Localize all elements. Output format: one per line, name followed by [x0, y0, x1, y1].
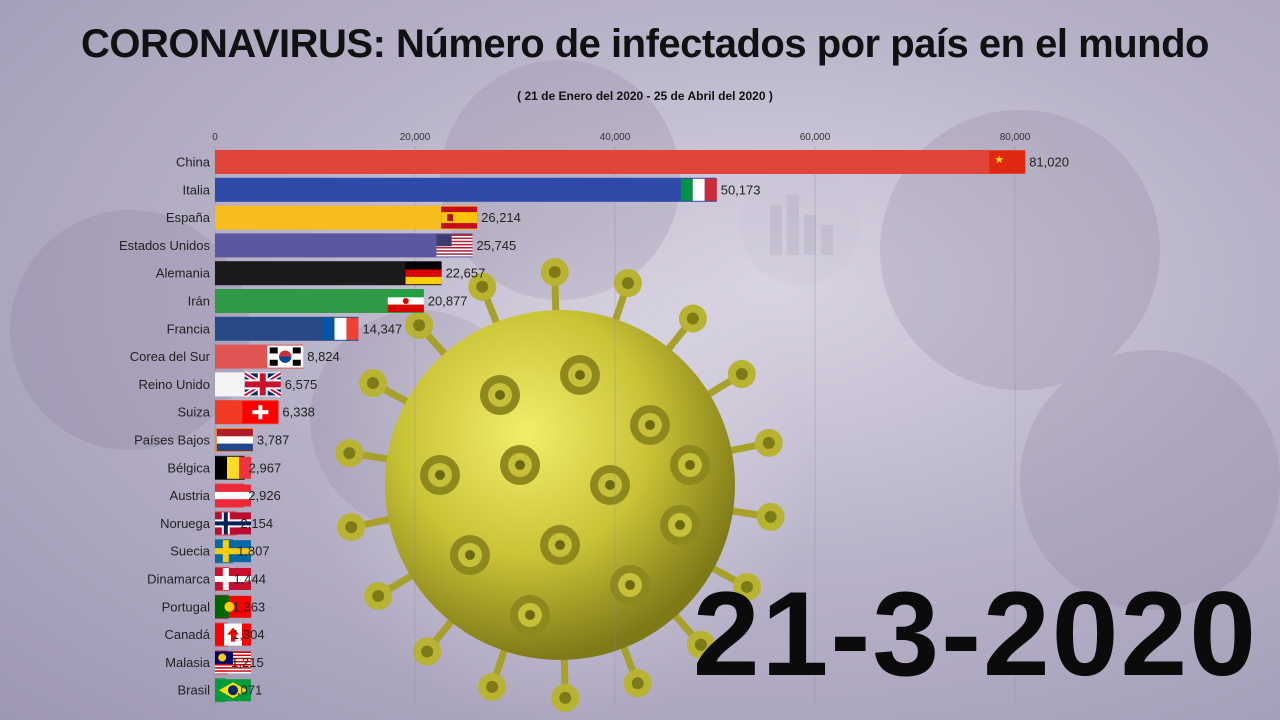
- flag-icon-austria: [215, 484, 251, 507]
- category-label: Suecia: [170, 544, 211, 559]
- value-label: 25,745: [476, 238, 516, 253]
- category-label: Suiza: [177, 405, 210, 420]
- chart-subtitle: ( 21 de Enero del 2020 - 25 de Abril del…: [517, 89, 773, 103]
- category-label: Irán: [188, 294, 210, 309]
- category-label: Malasia: [165, 655, 211, 670]
- category-label: Canadá: [164, 627, 210, 642]
- value-label: 6,338: [282, 405, 315, 420]
- value-label: 14,347: [362, 321, 402, 336]
- date-label: 21-3-2020: [692, 567, 1258, 701]
- value-label: 22,657: [446, 266, 486, 281]
- bar-row: Canadá 1,304: [164, 622, 265, 647]
- value-label: 2,926: [248, 488, 281, 503]
- category-label: Reino Unido: [138, 377, 210, 392]
- value-label: 1,363: [233, 599, 266, 614]
- virus-illustration: [335, 258, 785, 712]
- flag-icon-germany: [405, 262, 442, 285]
- category-label: Portugal: [162, 599, 211, 614]
- category-label: Países Bajos: [134, 433, 210, 448]
- bar-row: Irán 20,877: [188, 289, 468, 313]
- category-label: Corea del Sur: [130, 349, 211, 364]
- bar-row: Noruega 2,154: [160, 511, 274, 536]
- value-label: 3,787: [257, 433, 290, 448]
- value-label: 1,444: [233, 572, 266, 587]
- category-label: Austria: [170, 488, 211, 503]
- value-label: 1,304: [232, 627, 265, 642]
- category-label: Alemania: [156, 266, 211, 281]
- value-label: 1,807: [237, 544, 270, 559]
- bar-row: Estados Unidos 25,745: [119, 233, 516, 258]
- value-label: 8,824: [307, 349, 340, 364]
- bar-row: Países Bajos 3,787: [134, 428, 289, 452]
- category-label: Dinamarca: [147, 572, 211, 587]
- chart-title: CORONAVIRUS: Número de infectados por pa…: [81, 22, 1209, 66]
- bar: [215, 177, 717, 202]
- x-axis: 0 20,000 40,000 60,000 80,000: [212, 132, 1031, 705]
- category-label: Noruega: [160, 516, 211, 531]
- bar-row: Alemania 22,657: [156, 261, 486, 286]
- bar-row: Reino Unido 6,575: [138, 371, 318, 398]
- x-tick-label: 40,000: [600, 132, 631, 143]
- flag-icon-denmark: [215, 568, 251, 590]
- bar: [215, 205, 478, 230]
- bar-row: Malasia 1,215: [165, 650, 264, 675]
- x-tick-label: 60,000: [800, 132, 831, 143]
- flag-icon-iran: [387, 290, 424, 312]
- flag-icon-france: [322, 317, 359, 340]
- category-label: España: [166, 210, 211, 225]
- flag-icon-canada: [215, 623, 251, 646]
- value-label: 1,215: [231, 655, 264, 670]
- flag-icon-switzerland: [242, 401, 279, 424]
- category-label: Bélgica: [167, 460, 210, 475]
- value-label: 20,877: [428, 294, 468, 309]
- value-label: 6,575: [285, 377, 318, 392]
- bar: [215, 233, 473, 258]
- x-tick-label: 20,000: [400, 132, 431, 143]
- flag-icon-portugal: [215, 595, 251, 618]
- value-label: 50,173: [721, 182, 761, 197]
- flag-icon-norway: [215, 512, 251, 535]
- bar-row: Dinamarca 1,444: [147, 567, 266, 591]
- bar-row: Bélgica 2,967: [167, 455, 282, 480]
- value-label: 2,967: [249, 460, 282, 475]
- category-label: Italia: [183, 182, 211, 197]
- bar-row: Austria 2,926: [170, 483, 281, 508]
- flag-icon-china: ★: [989, 151, 1026, 173]
- category-label: Francia: [167, 321, 211, 336]
- svg-text:★: ★: [994, 154, 1004, 166]
- bar-row: Brasil 1,071: [177, 678, 263, 703]
- flag-icon-korea: [267, 345, 304, 368]
- value-label: 1,071: [230, 683, 263, 698]
- bar-row: Corea del Sur 8,824: [130, 344, 340, 369]
- category-label: Brasil: [177, 683, 210, 698]
- bar: [215, 261, 442, 286]
- category-label: Estados Unidos: [119, 238, 211, 253]
- bar-row: Francia 14,347: [167, 316, 402, 341]
- value-label: 2,154: [241, 516, 274, 531]
- flag-icon-netherlands: [216, 429, 253, 451]
- category-label: China: [176, 155, 211, 170]
- bar: [215, 150, 1026, 174]
- flag-icon-usa: [436, 234, 473, 257]
- bar-row: Portugal 1,363: [162, 594, 266, 619]
- bar-row: China ★ 81,020: [176, 150, 1069, 174]
- bar-row: Suecia 1,807: [170, 539, 270, 564]
- flag-icon-sweden: [215, 540, 251, 563]
- value-label: 81,020: [1029, 155, 1069, 170]
- bar-row: Suiza 6,338: [177, 400, 315, 425]
- flag-icon-uk: [243, 371, 283, 398]
- flag-icon-belgium: [215, 456, 251, 479]
- flag-icon-spain: [441, 206, 478, 229]
- flag-icon-italy: [680, 178, 717, 201]
- flag-icon-malaysia: [215, 651, 251, 674]
- x-tick-label: 80,000: [1000, 132, 1031, 143]
- flag-icon-brazil: [215, 679, 251, 702]
- value-label: 26,214: [481, 210, 521, 225]
- bar-row: España 26,214: [166, 205, 521, 230]
- x-tick-label: 0: [212, 132, 218, 143]
- bar-row: Italia 50,173: [183, 177, 761, 202]
